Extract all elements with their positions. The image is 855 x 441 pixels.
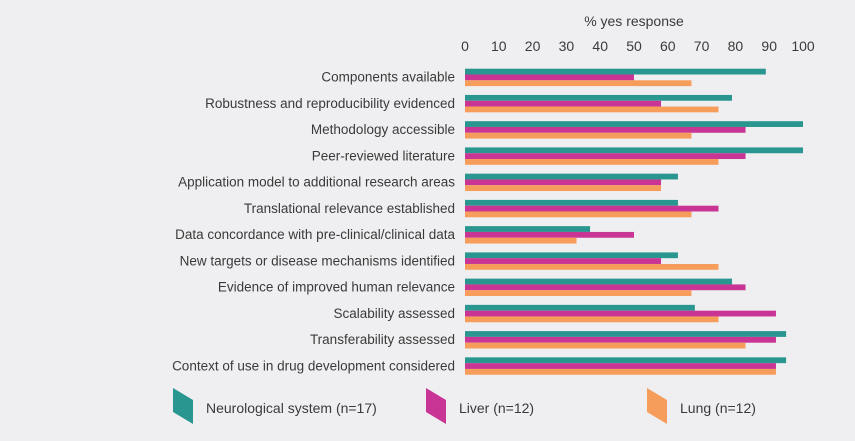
bar-liver bbox=[465, 205, 719, 212]
x-tick-label: 80 bbox=[728, 38, 744, 54]
bar-liver bbox=[465, 310, 776, 317]
legend-item: Lung (n=12) bbox=[647, 388, 756, 424]
bar-lung bbox=[465, 316, 719, 323]
x-axis-ticks: 0 10 20 30 40 50 60 70 80 90 100 bbox=[461, 38, 815, 54]
legend-swatch-icon bbox=[426, 388, 446, 424]
bar-neurological bbox=[465, 304, 695, 311]
bar-lung bbox=[465, 185, 662, 192]
bar-lung bbox=[465, 290, 692, 297]
category-label: Methodology accessible bbox=[311, 122, 455, 137]
x-tick-label: 0 bbox=[461, 38, 469, 54]
legend-label: Liver (n=12) bbox=[459, 400, 534, 416]
category-label: Translational relevance established bbox=[244, 201, 455, 216]
bar-lung bbox=[465, 80, 692, 87]
category-labels: Components available Robustness and repro… bbox=[172, 70, 455, 374]
bar-neurological bbox=[465, 278, 733, 285]
x-tick-label: 90 bbox=[761, 38, 777, 54]
bar-liver bbox=[465, 74, 634, 81]
bar-neurological bbox=[465, 173, 678, 180]
x-tick-label: 70 bbox=[694, 38, 710, 54]
bar-lung bbox=[465, 159, 719, 165]
x-tick-label: 20 bbox=[525, 38, 541, 54]
legend: Neurological system (n=17) Liver (n=12) Lu… bbox=[173, 388, 756, 424]
bar-liver bbox=[465, 258, 662, 264]
x-tick-label: 40 bbox=[592, 38, 608, 54]
bar-neurological bbox=[465, 226, 591, 232]
x-tick-label: 10 bbox=[491, 38, 507, 54]
x-axis-title: % yes response bbox=[584, 13, 684, 29]
category-label: Components available bbox=[321, 70, 455, 85]
bar-lung bbox=[465, 237, 577, 244]
x-tick-label: 50 bbox=[626, 38, 642, 54]
bar-liver bbox=[465, 363, 776, 369]
bar-liver bbox=[465, 100, 662, 107]
bar-lung bbox=[465, 211, 692, 218]
category-label: Data concordance with pre-clinical/clini… bbox=[175, 227, 455, 242]
category-label: Context of use in drug development consi… bbox=[172, 358, 455, 373]
bar-lung bbox=[465, 106, 719, 113]
x-tick-label: 100 bbox=[791, 38, 815, 54]
bar-lung bbox=[465, 132, 692, 139]
bar-lung bbox=[465, 368, 776, 375]
bar-liver bbox=[465, 179, 662, 186]
bar-lung bbox=[465, 342, 746, 349]
bar-neurological bbox=[465, 199, 678, 206]
bar-neurological bbox=[465, 357, 787, 364]
legend-label: Neurological system (n=17) bbox=[206, 400, 377, 416]
bar-neurological bbox=[465, 147, 803, 154]
bar-liver bbox=[465, 336, 776, 343]
bar-lung bbox=[465, 263, 719, 270]
category-label: Application model to additional research… bbox=[178, 175, 455, 190]
bar-liver bbox=[465, 284, 746, 291]
bars bbox=[465, 68, 803, 375]
bar-liver bbox=[465, 126, 746, 133]
legend-item: Neurological system (n=17) bbox=[173, 388, 377, 424]
legend-swatch-icon bbox=[647, 388, 667, 424]
bar-neurological bbox=[465, 94, 733, 101]
x-tick-label: 60 bbox=[660, 38, 676, 54]
category-label: Transferability assessed bbox=[310, 332, 455, 347]
bar-neurological bbox=[465, 252, 678, 259]
bar-neurological bbox=[465, 331, 787, 337]
legend-label: Lung (n=12) bbox=[680, 400, 756, 416]
category-label: Peer-reviewed literature bbox=[312, 148, 455, 163]
legend-item: Liver (n=12) bbox=[426, 388, 534, 424]
category-label: Evidence of improved human relevance bbox=[218, 280, 455, 295]
bar-neurological bbox=[465, 68, 766, 75]
category-label: New targets or disease mechanisms identi… bbox=[180, 253, 455, 268]
category-label: Robustness and reproducibility evidenced bbox=[205, 96, 455, 111]
bar-liver bbox=[465, 231, 634, 238]
legend-swatch-icon bbox=[173, 388, 193, 424]
bar-neurological bbox=[465, 121, 803, 127]
bar-liver bbox=[465, 153, 746, 160]
x-tick-label: 30 bbox=[559, 38, 575, 54]
category-label: Scalability assessed bbox=[333, 306, 455, 321]
